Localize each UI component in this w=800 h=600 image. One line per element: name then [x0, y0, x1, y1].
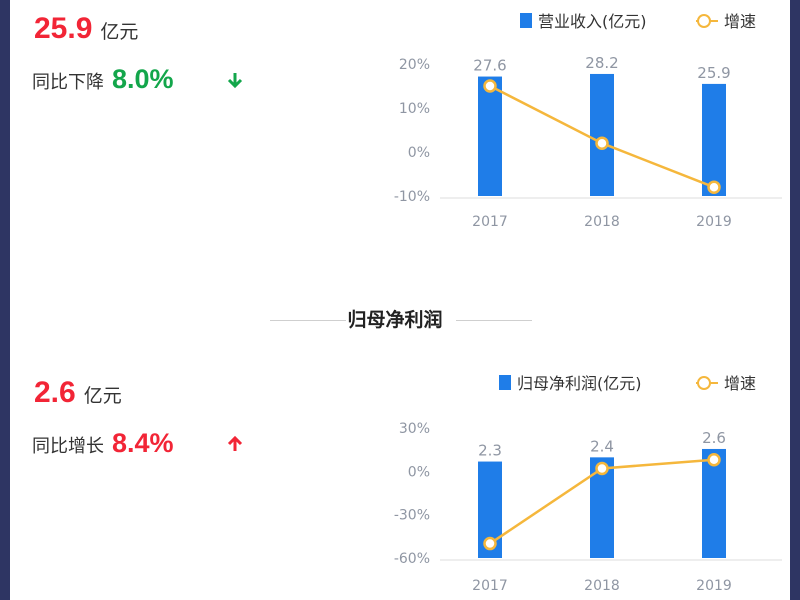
chart-legend: 归母净利润(亿元) 增速: [499, 374, 756, 393]
content-panel: 25.9 亿元 同比下降 8.0% 营业收入(亿元) 增速 20% 10% 0% -10% 27…: [10, 0, 790, 600]
section-title: 归母净利润: [347, 309, 443, 331]
bar-value-label: 28.2: [585, 54, 618, 72]
legend-bar-swatch: [520, 13, 532, 28]
bar: [702, 83, 726, 196]
revenue-change-label: 同比下降: [32, 72, 104, 93]
y-tick-label: 30%: [399, 421, 430, 437]
divider-left: [270, 320, 346, 321]
legend-bar-label: 营业收入(亿元): [538, 12, 647, 31]
y-tick-label: -60%: [394, 551, 430, 567]
y-tick-label: 20%: [399, 57, 430, 73]
growth-point: [483, 536, 497, 551]
bar-value-label: 27.6: [473, 57, 506, 75]
y-tick-label: 0%: [408, 464, 430, 480]
bar: [478, 76, 502, 196]
revenue-change-value: 8.0%: [112, 64, 174, 94]
revenue-summary: 25.9 亿元: [34, 12, 138, 46]
y-tick-label: -10%: [394, 189, 430, 205]
profit-change-label: 同比增长: [32, 436, 104, 457]
y-tick-label: 0%: [408, 145, 430, 161]
bar-value-label: 25.9: [697, 64, 730, 82]
legend-bar-label: 归母净利润(亿元): [517, 374, 642, 393]
legend-bar-swatch: [499, 375, 511, 390]
bar-value-label: 2.4: [590, 437, 614, 455]
legend-line-marker: [697, 14, 711, 28]
arrow-down-icon: [227, 73, 243, 89]
arrow-up-icon: [227, 435, 243, 451]
x-tick-label: 2017: [472, 214, 508, 230]
growth-point: [707, 453, 721, 467]
revenue-unit: 亿元: [100, 22, 139, 43]
divider-right: [456, 320, 532, 321]
y-tick-label: -30%: [394, 508, 430, 524]
x-tick-label: 2018: [584, 578, 620, 594]
profit-unit: 亿元: [83, 386, 122, 407]
x-tick-label: 2018: [584, 214, 620, 230]
growth-point: [483, 79, 497, 93]
growth-point: [595, 461, 609, 476]
profit-section-header: 归母净利润: [10, 305, 790, 335]
legend-line-marker: [697, 376, 711, 390]
profit-summary: 2.6 亿元: [34, 376, 122, 410]
profit-change-value: 8.4%: [112, 428, 174, 458]
chart-legend: 营业收入(亿元) 增速: [520, 12, 756, 31]
profit-change: 同比增长 8.4%: [32, 428, 174, 459]
x-tick-label: 2017: [472, 578, 508, 594]
legend-line-label: 增速: [724, 12, 756, 31]
legend-line-label: 增速: [724, 374, 756, 393]
revenue-value: 25.9: [34, 12, 93, 45]
bar: [590, 73, 614, 196]
x-tick-label: 2019: [696, 578, 732, 594]
growth-point: [707, 180, 721, 194]
profit-chart: 归母净利润(亿元) 增速 30% 0% -30% -60% 2.3 2017 2.4 2018 2.…: [394, 374, 782, 594]
revenue-chart: 营业收入(亿元) 增速 20% 10% 0% -10% 27.6 2017 28.2 2018 25…: [394, 12, 782, 230]
x-tick-label: 2019: [696, 214, 732, 230]
y-tick-label: 10%: [399, 101, 430, 117]
bar: [702, 448, 726, 558]
revenue-change: 同比下降 8.0%: [32, 64, 174, 95]
bar-value-label: 2.6: [702, 429, 726, 447]
profit-value: 2.6: [34, 376, 76, 409]
growth-point: [595, 136, 609, 150]
bar-value-label: 2.3: [478, 442, 502, 460]
